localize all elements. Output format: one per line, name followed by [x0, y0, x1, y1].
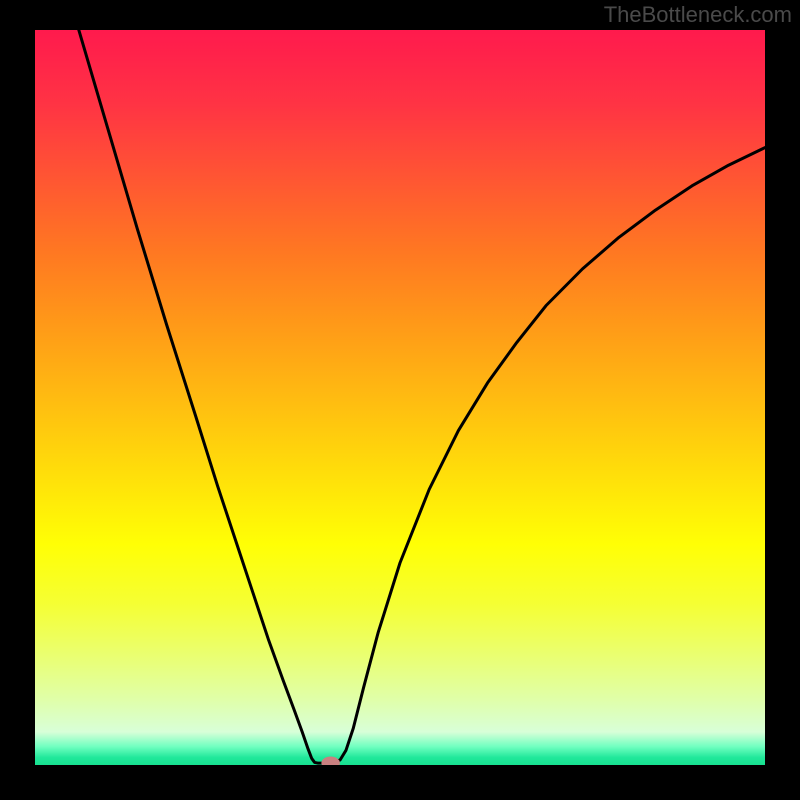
chart-frame: TheBottleneck.com — [0, 0, 800, 800]
chart-svg — [35, 30, 765, 765]
watermark-text: TheBottleneck.com — [604, 2, 792, 28]
gradient-rect — [35, 30, 765, 765]
plot-area — [35, 30, 765, 765]
minimum-marker — [322, 757, 340, 765]
